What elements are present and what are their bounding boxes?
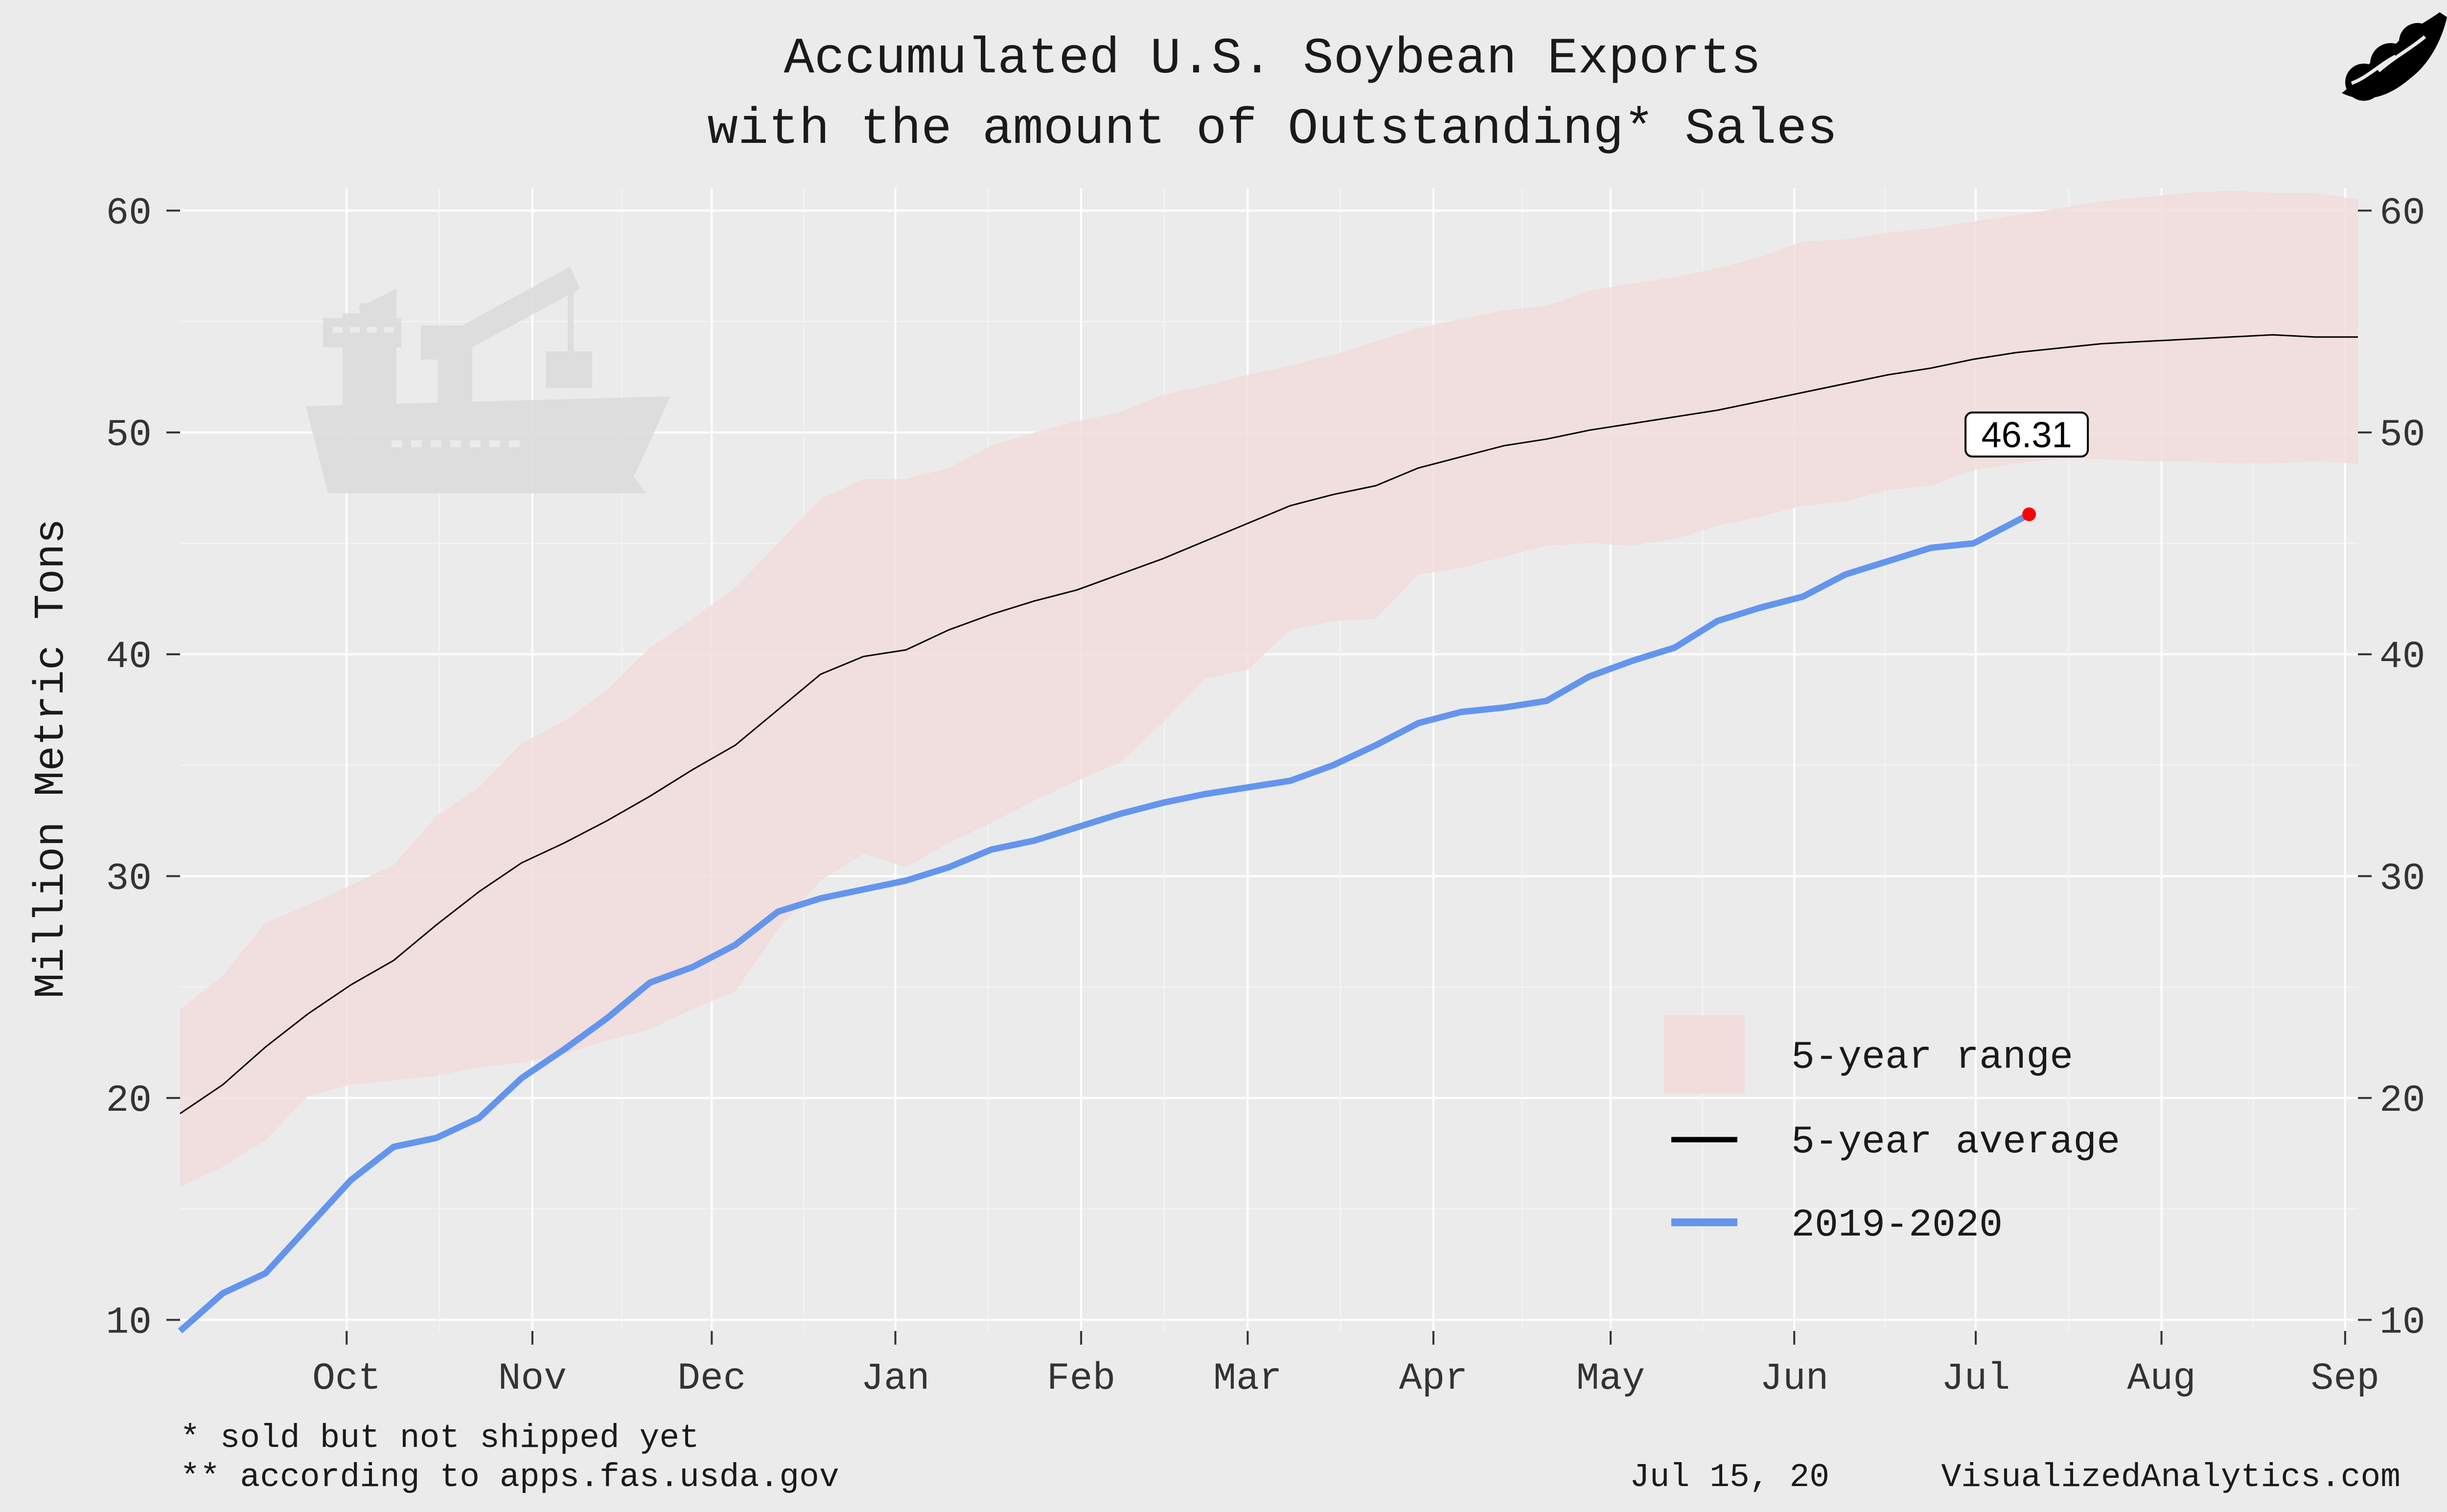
y-axis-left: 10 20 30 40 50 60	[106, 192, 180, 1344]
legend-label-current: 2019-2020	[1791, 1203, 2003, 1248]
x-tick-label: Feb	[1047, 1357, 1115, 1400]
last-value-marker	[2022, 507, 2036, 522]
series-5-year-range-band	[180, 190, 2358, 1187]
y-tick-label-left: 60	[106, 192, 152, 235]
y-tick-label-left: 30	[106, 858, 152, 901]
date-stamp: Jul 15, 20	[1630, 1459, 1829, 1496]
x-tick-label: Nov	[498, 1357, 567, 1400]
plot-area	[178, 188, 2358, 1333]
x-tick-label: Oct	[312, 1357, 381, 1400]
legend-label-average: 5-year average	[1791, 1120, 2120, 1165]
series-5-year-average-line	[180, 334, 2358, 1114]
legend-label-range: 5-year range	[1791, 1035, 2073, 1080]
soybean-pod-icon	[2342, 12, 2447, 101]
y-tick-label-right: 10	[2379, 1301, 2425, 1344]
y-tick-label-right: 40	[2379, 636, 2425, 679]
x-tick-label: Jun	[1760, 1357, 1828, 1400]
x-tick-label: Jan	[861, 1357, 929, 1400]
y-tick-label-right: 50	[2379, 414, 2425, 457]
legend-key-range	[1664, 1015, 1745, 1094]
chart-title-line-1: Accumulated U.S. Soybean Exports	[784, 30, 1761, 88]
x-tick-label: Jul	[1941, 1357, 2010, 1400]
x-axis: Oct Nov Dec Jan Feb Mar Apr May Jun Jul Aug Sep	[312, 1331, 2379, 1400]
y-tick-label-left: 10	[106, 1301, 152, 1344]
ship-crane-icon	[306, 267, 670, 493]
y-axis-label: Million Metric Tons	[27, 519, 75, 999]
y-tick-label-right: 20	[2379, 1079, 2425, 1123]
footnote-2: ** according to apps.fas.usda.gov	[180, 1459, 839, 1496]
y-tick-label-right: 30	[2379, 858, 2425, 901]
annotation-box	[1964, 412, 2089, 458]
y-tick-label-right: 60	[2379, 192, 2425, 235]
x-tick-label: Mar	[1213, 1357, 1282, 1400]
x-tick-label: Apr	[1399, 1357, 1468, 1400]
legend: 5-year range 5-year average 2019-2020	[1664, 1015, 2120, 1248]
chart-title-line-2: with the amount of Outstanding* Sales	[707, 101, 1837, 159]
annotation-label: 46.31	[1982, 414, 2072, 455]
y-axis-right: 10 20 30 40 50 60	[2358, 192, 2425, 1344]
x-tick-label: May	[1576, 1357, 1645, 1400]
y-tick-label-left: 50	[106, 414, 152, 457]
source-credit: VisualizedAnalytics.com	[1941, 1459, 2401, 1496]
x-tick-label: Sep	[2311, 1357, 2379, 1400]
y-tick-label-left: 40	[106, 636, 152, 679]
x-tick-label: Dec	[677, 1357, 746, 1400]
series-2019-2020-line	[178, 511, 2031, 1333]
x-tick-label: Aug	[2127, 1357, 2195, 1400]
last-value-annotation: 46.31	[1964, 412, 2089, 522]
y-tick-label-left: 20	[106, 1079, 152, 1123]
series-layer	[178, 190, 2358, 1333]
footnote-1: * sold but not shipped yet	[180, 1420, 699, 1457]
